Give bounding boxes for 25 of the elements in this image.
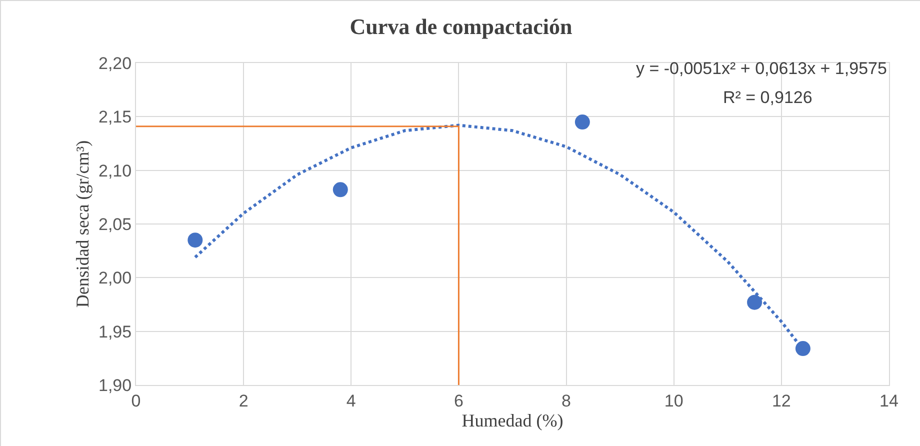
y-tick-label: 1,90 xyxy=(98,376,132,395)
point xyxy=(574,114,590,130)
y-tick-label: 2,15 xyxy=(98,108,132,127)
point xyxy=(188,232,203,248)
y-tick-label: 2,05 xyxy=(98,214,132,234)
point xyxy=(747,294,762,310)
point xyxy=(795,341,810,356)
point xyxy=(332,182,348,198)
y-tick-label: 2,10 xyxy=(98,161,132,180)
x-tick-label: 2 xyxy=(238,391,248,410)
x-tick-label: 12 xyxy=(772,391,791,410)
x-tick-label: 8 xyxy=(562,391,572,410)
annotation: R² = 0,9126 xyxy=(723,88,812,107)
annotation: y = -0,0051x² + 0,0613x + 1,9575 xyxy=(636,59,887,78)
y-tick-label: 2,20 xyxy=(98,54,132,73)
x-tick-label: 10 xyxy=(664,391,684,410)
y-axis-title: Densidad seca (gr/cm³) xyxy=(72,140,93,308)
x-tick-label: 6 xyxy=(454,391,464,410)
x-axis-title: Humedad (%) xyxy=(462,410,564,430)
y-tick-label: 2,00 xyxy=(98,268,132,288)
x-tick-label: 4 xyxy=(346,391,356,410)
chart-title: Curva de compactación xyxy=(350,14,572,40)
y-tick-label: 1,95 xyxy=(98,322,132,342)
x-tick-label: 0 xyxy=(131,391,141,410)
x-tick-label: 14 xyxy=(880,391,898,410)
